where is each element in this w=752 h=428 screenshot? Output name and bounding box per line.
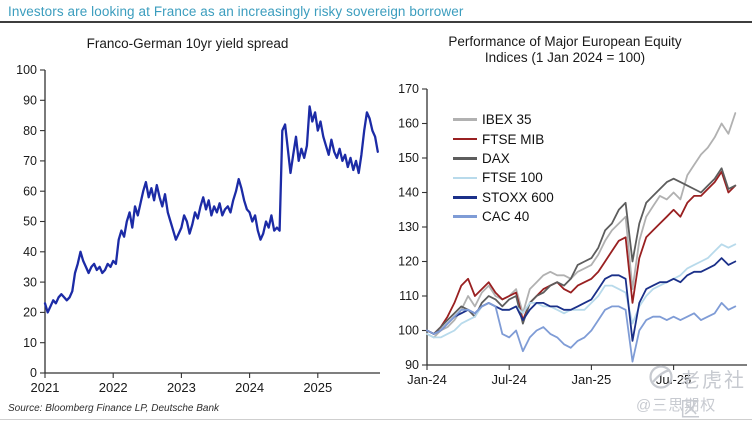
legend-swatch-dax — [453, 157, 477, 160]
x-tick-label: 2024 — [235, 380, 264, 395]
y-tick-label: 90 — [23, 94, 37, 108]
series-line-ibex-35 — [426, 112, 737, 339]
x-tick-label: Jul-24 — [491, 372, 526, 387]
y-tick-label: 80 — [23, 124, 37, 138]
y-tick-label: 120 — [398, 255, 419, 269]
legend-label-cac-40: CAC 40 — [482, 209, 530, 225]
legend-item-ibex-35: IBEX 35 — [453, 110, 554, 129]
x-tick-label: 2025 — [303, 380, 332, 395]
y-tick-label: 0 — [30, 366, 37, 380]
x-tick-label: 2021 — [31, 380, 60, 395]
bottom-divider — [0, 419, 752, 420]
y-tick-label: 160 — [398, 117, 419, 131]
y-tick-label: 170 — [398, 82, 419, 96]
spread-chart-svg: 0 10 20 30 40 50 60 70 80 90 100 2021 2022 2023 2024 20… — [16, 63, 380, 395]
y-tick-label: 140 — [398, 186, 419, 200]
page-title: Investors are looking at France as an in… — [8, 4, 464, 19]
equities-chart-title-line2: Indices (1 Jan 2024 = 100) — [484, 50, 646, 65]
header-divider — [0, 21, 752, 23]
series-line-cac-40 — [426, 301, 737, 363]
legend-item-stoxx-600: STOXX 600 — [453, 188, 554, 207]
equities-chart-svg: 90 100 110 120 130 140 150 160 170 Jan-24 Jul-24 Ja… — [398, 82, 747, 387]
y-tick-label: 50 — [23, 215, 37, 229]
spread-chart-panel: Franco-German 10yr yield spread 0 10 20 30 4… — [0, 26, 385, 404]
series-line-ftse-mib — [426, 170, 737, 335]
x-tick-label: Jan-25 — [572, 372, 612, 387]
y-tick-label: 20 — [23, 306, 37, 320]
legend-swatch-cac-40 — [453, 215, 477, 218]
legend-item-ftse-mib: FTSE MIB — [453, 129, 554, 148]
spread-chart-title: Franco-German 10yr yield spread — [86, 36, 289, 51]
legend-label-stoxx-600: STOXX 600 — [482, 189, 554, 205]
equities-chart-panel: Performance of Major European Equity Ind… — [385, 26, 752, 404]
y-tick-label: 90 — [405, 358, 419, 372]
x-tick-label: Jul-25 — [656, 372, 691, 387]
x-tick-label: Jan-24 — [407, 372, 447, 387]
legend-swatch-ftse-100 — [453, 176, 477, 180]
y-tick-label: 30 — [23, 275, 37, 289]
y-tick-label: 150 — [398, 151, 419, 165]
y-tick-label: 110 — [399, 289, 419, 303]
legend-item-ftse-100: FTSE 100 — [453, 168, 554, 187]
legend-swatch-ftse-mib — [453, 137, 477, 141]
legend-swatch-ibex-35 — [453, 118, 477, 121]
y-tick-label: 60 — [23, 184, 37, 198]
equities-legend: IBEX 35 FTSE MIB DAX FTSE 100 STOXX 600 CAC 4… — [453, 110, 554, 226]
x-tick-label: 2023 — [167, 380, 196, 395]
series-line-ftse-100 — [426, 243, 737, 339]
y-tick-label: 40 — [23, 245, 37, 259]
legend-label-ibex-35: IBEX 35 — [482, 112, 532, 128]
legend-item-dax: DAX — [453, 149, 554, 168]
legend-swatch-stoxx-600 — [453, 195, 477, 199]
equities-chart-title-line1: Performance of Major European Equity — [448, 34, 682, 49]
y-tick-label: 100 — [16, 63, 37, 77]
legend-label-dax: DAX — [482, 150, 510, 166]
x-tick-label: 2022 — [99, 380, 128, 395]
y-tick-label: 130 — [398, 220, 419, 234]
y-tick-label: 10 — [23, 336, 37, 350]
legend-label-ftse-100: FTSE 100 — [482, 170, 543, 186]
source-note: Source: Bloomberg Finance LP, Deutsche B… — [8, 403, 220, 414]
y-tick-label: 100 — [398, 324, 419, 338]
y-tick-label: 70 — [23, 154, 37, 168]
legend-label-ftse-mib: FTSE MIB — [482, 131, 545, 147]
equities-chart-title: Performance of Major European Equity Ind… — [405, 34, 725, 66]
legend-item-cac-40: CAC 40 — [453, 207, 554, 226]
series-line-franco-german-10yr-yield-spread-bps- — [43, 105, 379, 314]
